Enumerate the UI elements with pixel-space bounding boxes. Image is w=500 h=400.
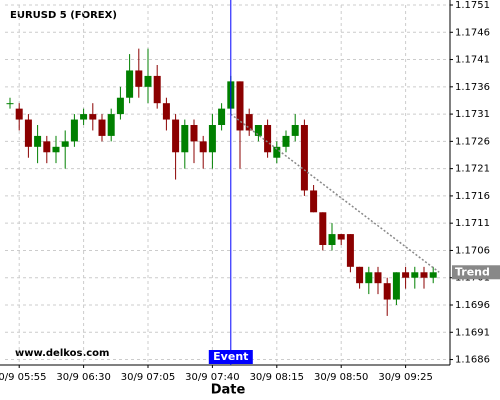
candle-body [24, 119, 32, 147]
y-tick-label: 1.1696 [455, 300, 490, 311]
y-tick-label: 1.1686 [455, 355, 490, 366]
candle-body [282, 135, 290, 147]
candle-body [70, 119, 78, 142]
candle-body [328, 234, 336, 245]
candle-body [300, 125, 308, 191]
candle-body [245, 114, 253, 131]
x-tick-label: 30/9 07:05 [121, 372, 175, 383]
x-axis-label: Date [211, 383, 246, 398]
x-tick-label: 30/9 05:55 [0, 372, 46, 383]
candle-body [337, 234, 345, 240]
candle-body [273, 146, 281, 158]
candle-body [144, 75, 152, 87]
candle-body [89, 114, 97, 120]
candle-body [420, 272, 428, 278]
candle-body [153, 75, 161, 104]
y-tick-label: 1.1746 [455, 27, 490, 38]
candle-body [254, 125, 262, 136]
event-label-box [208, 350, 253, 364]
candle-body [374, 272, 382, 284]
chart-title: EURUSD 5 (FOREX) [10, 10, 117, 21]
y-tick-label: 1.1711 [455, 218, 490, 229]
candle-body [264, 125, 272, 153]
candle-body [392, 272, 400, 300]
candle-body [218, 108, 226, 125]
event-label: Event [213, 350, 248, 363]
candle-body [34, 135, 42, 147]
candle-body [236, 81, 244, 131]
y-tick-label: 1.1741 [455, 55, 490, 66]
candle-body [116, 97, 124, 115]
y-tick-label: 1.1736 [455, 82, 490, 93]
candle-body [310, 190, 318, 213]
y-tick-label: 1.1716 [455, 191, 490, 202]
trend-label-box [452, 265, 500, 280]
trend-line [230, 113, 440, 273]
y-tick-label: 1.1721 [455, 164, 490, 175]
candle-body [172, 119, 180, 153]
y-tick-label: 1.1691 [455, 327, 490, 338]
y-tick-label: 1.1706 [455, 245, 490, 256]
candle-body [126, 70, 134, 98]
x-tick-label: 30/9 08:50 [314, 372, 368, 383]
candle-body [291, 125, 299, 136]
candle-body [43, 141, 51, 153]
candle-body [411, 272, 419, 278]
candle-body [190, 125, 198, 142]
candle-body [402, 272, 410, 278]
candle-body [107, 114, 115, 136]
grid [5, 4, 450, 365]
watermark: www.delkos.com [15, 348, 109, 359]
candle-body [383, 283, 391, 300]
candle-body [346, 234, 354, 267]
candle-body [365, 272, 373, 284]
candle-body [61, 141, 69, 147]
candle-body [52, 146, 60, 153]
x-tick-label: 30/9 08:15 [250, 372, 304, 383]
x-tick-label: 30/9 06:30 [56, 372, 110, 383]
y-tick-label: 1.1726 [455, 136, 490, 147]
candle-body [356, 266, 364, 284]
x-tick-label: 30/9 09:25 [378, 372, 432, 383]
candle-body [208, 125, 216, 153]
trend-label: Trend [455, 265, 490, 278]
y-tick-label: 1.1751 [455, 0, 490, 11]
y-tick-label: 1.1731 [455, 109, 490, 120]
x-tick-label: 30/9 07:40 [185, 372, 239, 383]
candle-body [429, 272, 437, 278]
candle-body [319, 212, 327, 245]
candle-body [162, 103, 170, 120]
candle-body [98, 119, 106, 136]
candle-body [15, 108, 23, 120]
candle-body [181, 125, 189, 153]
candle-body [135, 70, 143, 87]
candle-body [199, 141, 207, 153]
candle-body [6, 103, 14, 105]
candle-body [80, 114, 88, 120]
